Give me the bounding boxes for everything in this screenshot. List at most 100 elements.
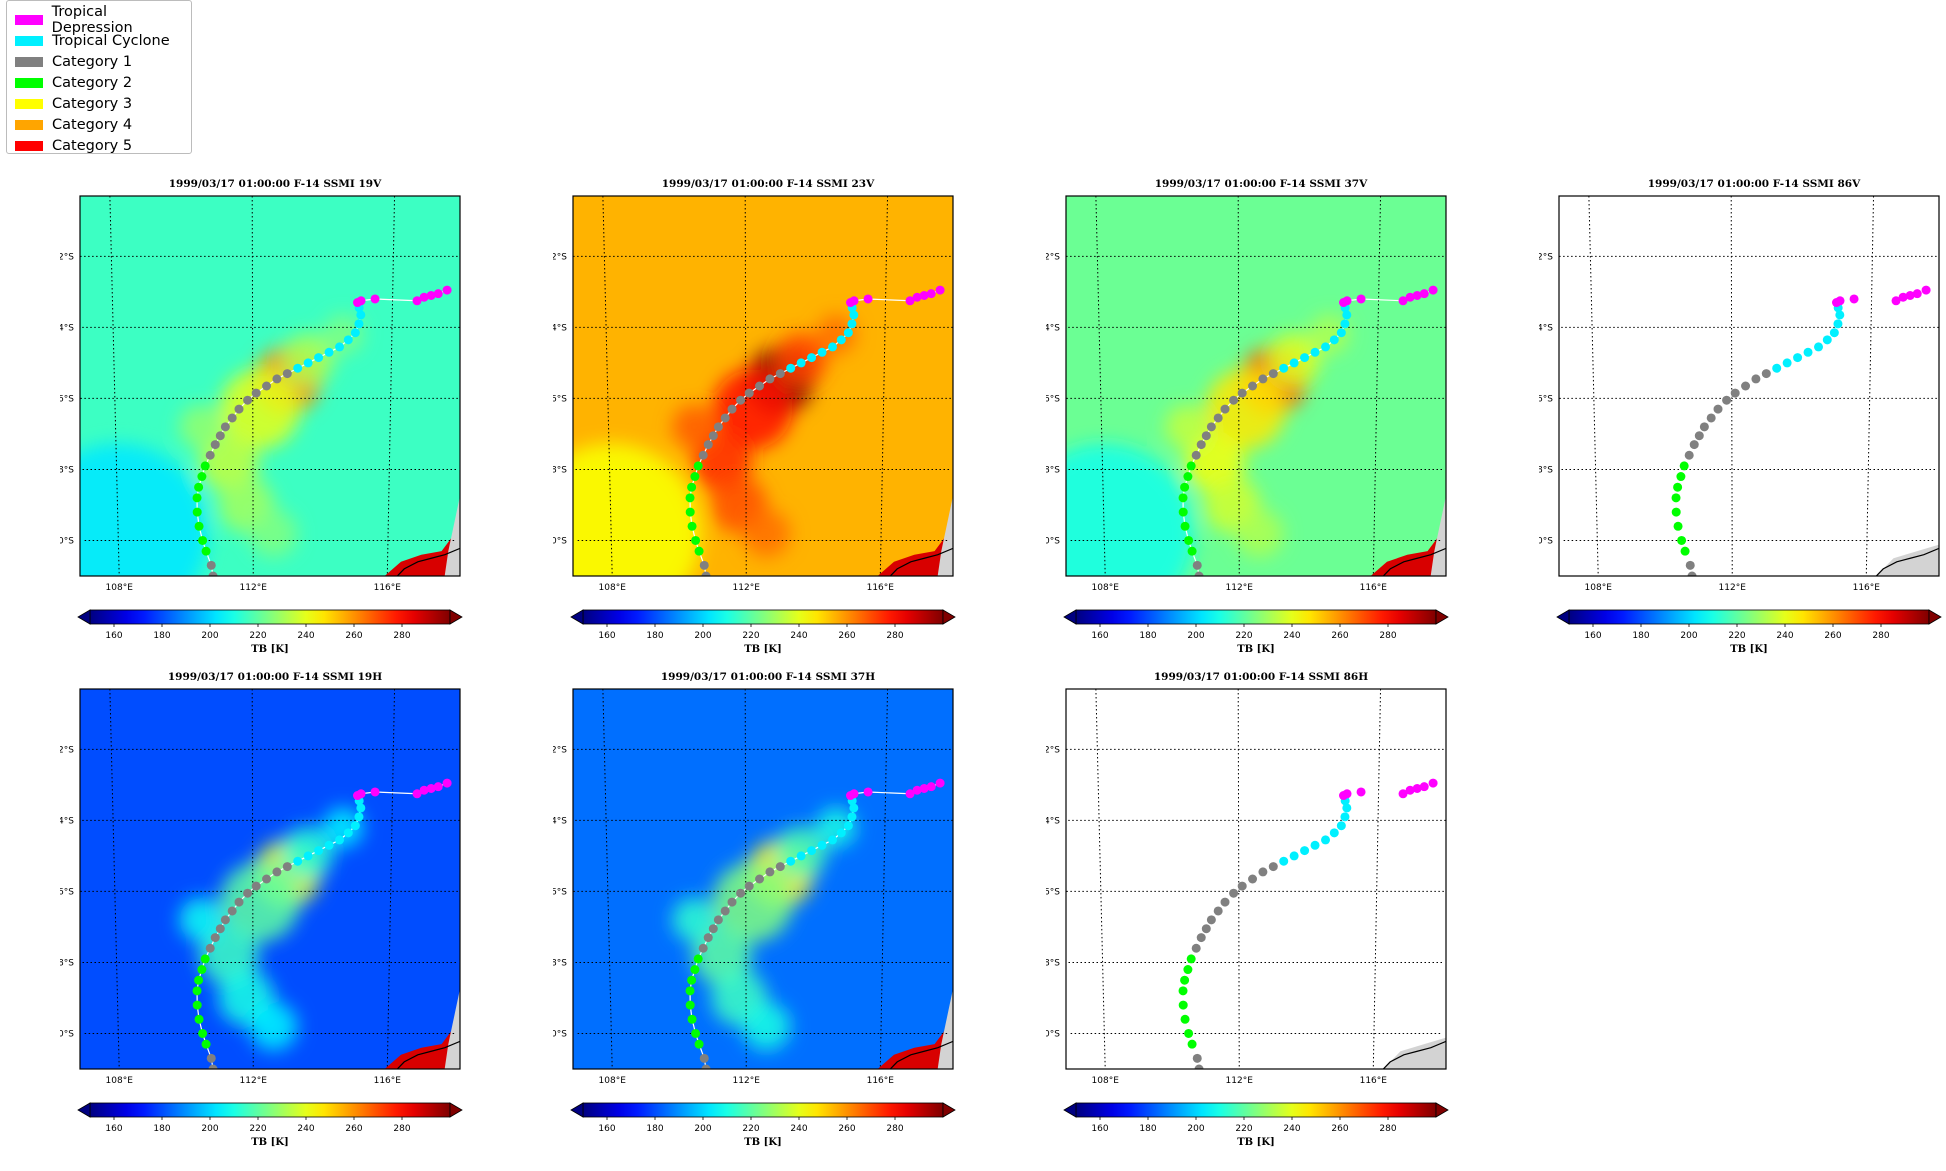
colorbar: 160 180 200 220 240 260 280 TB [K] xyxy=(1063,1102,1449,1148)
map-panel-37h: 1999/03/17 01:00:00 F-14 SSMI 37H 108°E 11… xyxy=(553,671,983,1171)
lon-tick-label: 108°E xyxy=(106,583,134,593)
track-point xyxy=(1196,933,1206,943)
track-point xyxy=(699,560,709,570)
colorbar-tick-label: 160 xyxy=(598,631,615,641)
track-point xyxy=(698,450,708,460)
track-point xyxy=(208,1064,218,1069)
track-point xyxy=(1289,851,1299,861)
track-point xyxy=(1398,789,1408,799)
track-point xyxy=(1685,560,1695,570)
colorbar-tick-label: 240 xyxy=(1283,631,1300,641)
track-point xyxy=(720,413,730,423)
lon-tick-label: 112°E xyxy=(240,1076,268,1086)
track-point xyxy=(849,310,859,320)
lon-tick-label: 116°E xyxy=(867,583,895,593)
track-point xyxy=(690,965,700,975)
colorbar-min-extend xyxy=(570,1102,584,1118)
track-point xyxy=(197,965,207,975)
track-point xyxy=(194,975,204,985)
track-point xyxy=(1300,846,1310,856)
track-point xyxy=(1428,778,1438,788)
colorbar-gradient xyxy=(1075,609,1437,625)
track-point xyxy=(905,789,915,799)
colorbar-tick-label: 220 xyxy=(742,1124,759,1134)
lon-tick-label: 112°E xyxy=(733,583,761,593)
track-point xyxy=(736,888,746,898)
colorbar-tick-label: 280 xyxy=(886,1124,903,1134)
colorbar-tick-label: 180 xyxy=(646,1124,663,1134)
track-point xyxy=(919,290,929,300)
colorbar-max-extend xyxy=(942,609,956,625)
track-point xyxy=(1180,521,1190,531)
track-point xyxy=(912,785,922,795)
colorbar-max-extend xyxy=(942,1102,956,1118)
track-point xyxy=(1329,828,1339,838)
track-point xyxy=(919,783,929,793)
track-point xyxy=(1671,507,1681,517)
no-data-area xyxy=(937,495,953,576)
lat-tick-label: 16°S xyxy=(553,887,567,897)
colorbar-gradient xyxy=(1568,609,1930,625)
track-point xyxy=(744,388,754,398)
track-point xyxy=(713,915,723,925)
track-point xyxy=(1194,1064,1204,1069)
coastline xyxy=(396,1040,460,1069)
track-point xyxy=(1237,388,1247,398)
meridian-line xyxy=(1372,196,1382,576)
track-point xyxy=(765,374,775,384)
colorbar-tick-label: 260 xyxy=(1331,631,1348,641)
land xyxy=(1383,1037,1446,1069)
legend-item: Tropical Cyclone xyxy=(15,30,191,51)
track-point xyxy=(698,943,708,953)
track-point xyxy=(1793,353,1803,363)
land-warm xyxy=(384,526,460,576)
colorbar-max-extend xyxy=(449,609,463,625)
track-point xyxy=(1289,358,1299,368)
lon-tick-label: 112°E xyxy=(733,1076,761,1086)
track-point xyxy=(370,294,380,304)
track-point xyxy=(350,821,360,831)
track-point xyxy=(849,789,859,799)
track-point xyxy=(755,874,765,884)
no-data-area xyxy=(444,988,460,1069)
track-point xyxy=(1689,440,1699,450)
track-point xyxy=(693,461,703,471)
track-point xyxy=(1192,560,1202,570)
track-point xyxy=(1183,472,1193,482)
colorbar-tick-label: 220 xyxy=(1235,1124,1252,1134)
track-point xyxy=(1891,296,1901,306)
track-point xyxy=(343,335,353,345)
track-point xyxy=(796,358,806,368)
meridian-line xyxy=(251,689,254,1069)
colorbar-tick-label: 200 xyxy=(1187,631,1204,641)
panel-title: 1999/03/17 01:00:00 F-14 SSMI 23V xyxy=(661,178,875,190)
lat-tick-label: 18°S xyxy=(1046,958,1060,968)
track-point xyxy=(194,521,204,531)
lat-tick-label: 18°S xyxy=(1046,465,1060,475)
colorbar-tick-label: 260 xyxy=(838,631,855,641)
meridian-line xyxy=(386,196,396,576)
lat-tick-label: 14°S xyxy=(60,323,74,333)
track-point xyxy=(694,546,704,556)
track-point xyxy=(442,285,452,295)
track-point xyxy=(1300,353,1310,363)
track-point xyxy=(419,292,429,302)
no-data-area xyxy=(937,988,953,1069)
colorbar-tick-label: 240 xyxy=(1283,1124,1300,1134)
coastline xyxy=(1382,1040,1446,1069)
colorbar: 160 180 200 220 240 260 280 TB [K] xyxy=(1556,609,1942,655)
track-point xyxy=(687,1014,697,1024)
legend-label: Category 3 xyxy=(52,95,133,112)
map-canvas: 108°E 112°E 116°E 12°S 14°S 16°S 18°S 20°S xyxy=(1046,195,1447,593)
land-warm xyxy=(877,526,953,576)
lat-tick-label: 18°S xyxy=(553,958,567,968)
track-point xyxy=(687,975,697,985)
track-point xyxy=(198,1028,208,1038)
track-point xyxy=(1706,413,1716,423)
track-point xyxy=(205,450,215,460)
map-canvas: 108°E 112°E 116°E 12°S 14°S 16°S 18°S 20°S xyxy=(60,688,461,1086)
lat-tick-label: 12°S xyxy=(1046,252,1060,262)
track-point xyxy=(1671,493,1681,503)
track-point xyxy=(687,482,697,492)
lon-tick-label: 116°E xyxy=(374,583,402,593)
